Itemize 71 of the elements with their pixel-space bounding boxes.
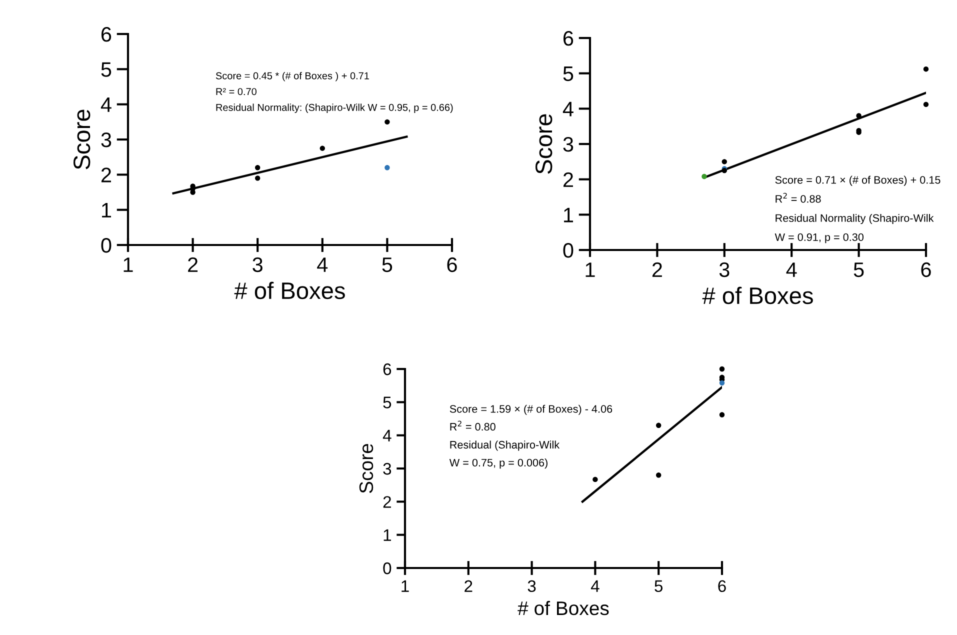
y-tick-label: 6 (383, 363, 392, 376)
point (722, 159, 727, 164)
annotation: R$^{2}$ = 0.80 (450, 420, 496, 431)
point (255, 176, 260, 181)
y-tick-label: 4 (562, 102, 574, 116)
point (856, 113, 862, 118)
point (719, 366, 725, 372)
y-tick-label: 4 (382, 430, 392, 442)
x-tick-label: 5 (654, 580, 663, 592)
x-tick-label: 5 (854, 262, 864, 278)
x-tick-label: 3 (252, 257, 262, 272)
annotation: W = 0.75, p = 0.006) (449, 458, 548, 469)
point (702, 174, 707, 180)
annotation: Residual Normality (Shapiro-Wilk (776, 214, 934, 224)
x-tick-label: 4 (590, 580, 600, 592)
y-tick-label: 1 (102, 203, 112, 218)
y-tick-label: 4 (100, 98, 112, 112)
point (320, 146, 325, 151)
annotation: Score = 0.45 * (# of Boxes ) + 0.71 (216, 72, 369, 82)
annotation: Score = 1.59 × (# of Boxes) - 4.06 (450, 404, 612, 415)
point (592, 476, 598, 482)
x-tick-label: 4 (317, 258, 328, 272)
y-axis-title: Score (359, 444, 374, 494)
x-tick-label: 2 (188, 257, 198, 272)
x-axis-title: # of Boxes (702, 286, 813, 304)
annotation: W = 0.91, p = 0.30 (774, 233, 864, 244)
point (923, 66, 929, 72)
point (719, 412, 725, 418)
y-tick-label: 0 (383, 562, 392, 574)
x-tick-label: 4 (786, 262, 797, 277)
point (384, 119, 390, 125)
point (656, 422, 662, 428)
y-tick-label: 0 (101, 238, 112, 253)
y-axis-title: Score (74, 110, 90, 170)
y-tick-label: 2 (563, 172, 573, 187)
annotation: R$^{2}$ = 0.88 (776, 192, 821, 203)
y-tick-label: 3 (101, 132, 112, 148)
y-tick-label: 3 (563, 137, 574, 152)
y-tick-label: 0 (563, 243, 574, 258)
x-tick-label: 6 (447, 257, 457, 272)
x-tick-label: 3 (719, 262, 730, 278)
y-tick-label: 5 (101, 62, 112, 77)
x-tick-label: 6 (921, 262, 931, 278)
x-tick-label: 2 (464, 580, 472, 592)
point (923, 102, 929, 108)
y-tick-label: 3 (383, 462, 392, 475)
annotation: Residual Normality: (Shapiro-Wilk W = 0.95, p = 0.66) (216, 104, 453, 113)
y-tick-label: 2 (101, 168, 111, 182)
y-tick-label: 1 (384, 529, 391, 541)
x-axis-title: # of Boxes (234, 282, 345, 300)
x-tick-label: 6 (718, 580, 726, 592)
y-axis-title: Score (536, 114, 552, 174)
y-tick-label: 6 (564, 31, 574, 46)
x-tick-label: 3 (528, 580, 536, 592)
annotation: R² = 0.70 (216, 88, 256, 96)
point (384, 165, 390, 170)
annotation: Residual (Shapiro-Wilk (450, 440, 560, 451)
y-tick-label: 5 (563, 66, 574, 82)
y-tick-label: 6 (102, 27, 112, 42)
x-tick-label: 1 (586, 262, 595, 277)
x-axis-title: # of Boxes (518, 600, 609, 616)
y-tick-label: 2 (383, 496, 391, 508)
point (719, 380, 725, 386)
annotation: Score = 0.71 × (# of Boxes) + 0.15 (775, 176, 940, 186)
point (255, 165, 260, 170)
y-tick-label: 5 (383, 396, 392, 408)
x-tick-label: 1 (402, 580, 409, 592)
x-tick-label: 1 (124, 258, 133, 272)
y-tick-label: 1 (564, 208, 574, 222)
point (656, 472, 662, 478)
x-tick-label: 2 (652, 262, 662, 277)
